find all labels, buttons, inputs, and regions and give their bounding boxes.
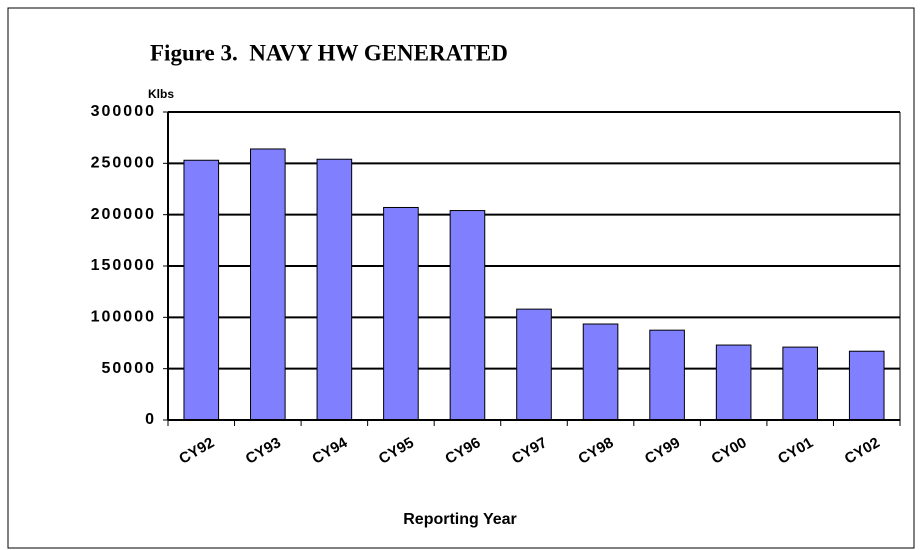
x-axis-label: Reporting Year (403, 511, 517, 528)
y-axis-label: Klbs (148, 87, 174, 101)
bar (516, 308, 552, 421)
bar (848, 350, 885, 421)
bar (316, 158, 353, 421)
bar (250, 148, 286, 421)
y-tick-label: 200000 (91, 206, 156, 223)
y-tick-label: 100000 (91, 309, 156, 326)
y-tick-label: 150000 (91, 257, 156, 274)
bar (449, 210, 486, 421)
bar (582, 323, 619, 421)
bar (715, 344, 752, 421)
y-tick-label: 0 (145, 411, 156, 428)
bar (383, 206, 419, 421)
bar (183, 159, 220, 421)
y-tick-label: 250000 (91, 155, 156, 172)
bar (649, 329, 685, 421)
bar (782, 346, 818, 421)
y-tick-label: 50000 (102, 360, 157, 377)
y-tick-label: 300000 (91, 103, 156, 120)
chart-title: Figure 3. NAVY HW GENERATED (150, 40, 508, 65)
